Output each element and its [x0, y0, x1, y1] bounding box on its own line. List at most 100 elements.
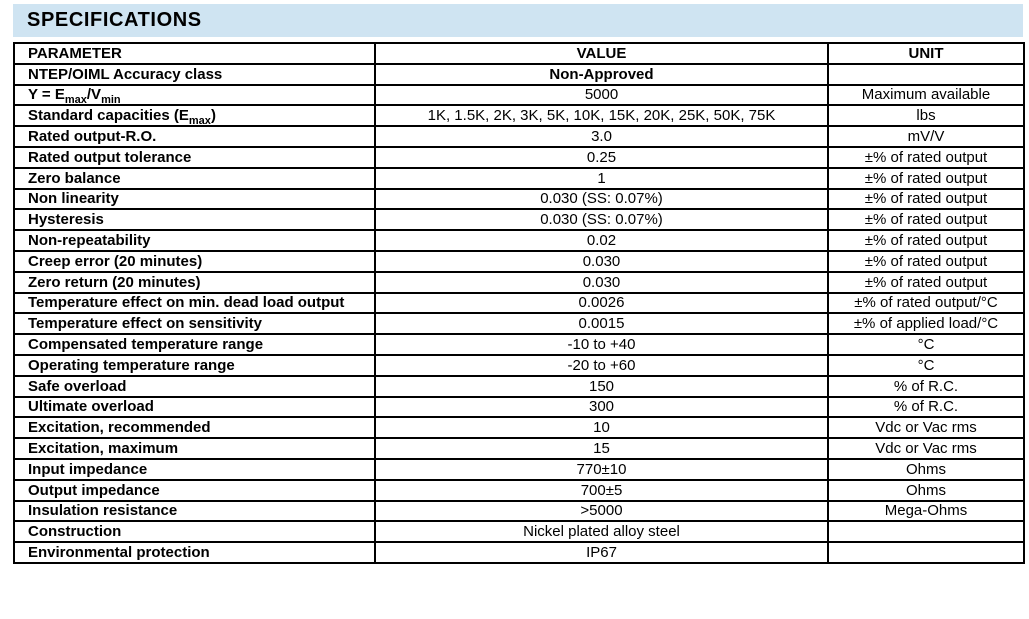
value-cell: 0.030 (SS: 0.07%) — [374, 187, 829, 211]
specifications-table: PARAMETER VALUE UNIT NTEP/OIML Accuracy … — [13, 42, 1025, 564]
parameter-cell: Insulation resistance — [13, 499, 376, 523]
value-cell: -10 to +40 — [374, 333, 829, 356]
unit-cell: °C — [827, 353, 1025, 377]
unit-cell: ±% of rated output — [827, 145, 1025, 169]
parameter-cell: Compensated temperature range — [13, 333, 376, 356]
parameter-cell: Operating temperature range — [13, 353, 376, 377]
parameter-cell: Creep error (20 minutes) — [13, 249, 376, 273]
table-row: NTEP/OIML Accuracy class Non-Approved — [13, 62, 1025, 86]
parameter-cell: Hysteresis — [13, 208, 376, 232]
value-cell: 3.0 — [374, 125, 829, 148]
table-row: Compensated temperature range -10 to +40 °… — [13, 333, 1025, 356]
table-row: Standard capacities (Emax) 1K, 1.5K, 2K, … — [13, 104, 1025, 128]
column-header-value: VALUE — [374, 42, 829, 65]
unit-cell: ±% of rated output — [827, 166, 1025, 190]
value-cell: 300 — [374, 395, 829, 419]
value-cell: Non-Approved — [374, 62, 829, 86]
table-row: Ultimate overload 300% of R.C. — [13, 395, 1025, 419]
value-cell: 0.030 (SS: 0.07%) — [374, 208, 829, 232]
parameter-cell: Input impedance — [13, 457, 376, 481]
unit-cell: lbs — [827, 104, 1025, 128]
table-row: Zero return (20 minutes) 0.030 ±% of rated… — [13, 270, 1025, 294]
table-row: Zero balance 1 ±% of rated output — [13, 166, 1025, 190]
value-cell: 10 — [374, 416, 829, 440]
unit-cell: ±% of rated output — [827, 270, 1025, 294]
parameter-cell: Safe overload — [13, 374, 376, 398]
parameter-cell: Temperature effect on min. dead load out… — [13, 291, 376, 315]
parameter-cell: Excitation, maximum — [13, 437, 376, 460]
value-cell: 700±5 — [374, 478, 829, 502]
unit-cell: ±% of rated output — [827, 187, 1025, 211]
unit-cell: % of R.C. — [827, 395, 1025, 419]
page-title: SPECIFICATIONS — [27, 9, 202, 31]
parameter-cell: Non-repeatability — [13, 229, 376, 252]
value-cell: 0.030 — [374, 249, 829, 273]
unit-cell: Ohms — [827, 478, 1025, 502]
unit-cell: ±% of rated output — [827, 249, 1025, 273]
unit-cell — [827, 62, 1025, 86]
value-cell: 0.02 — [374, 229, 829, 252]
unit-cell: mV/V — [827, 125, 1025, 148]
unit-cell: Mega-Ohms — [827, 499, 1025, 523]
value-cell: >5000 — [374, 499, 829, 523]
table-row: Environmental protection IP67 — [13, 541, 1025, 564]
value-cell: 5000 — [374, 83, 829, 107]
table-row: Temperature effect on sensitivity 0.0015 ±… — [13, 312, 1025, 336]
table-row: Y = Emax/Vmin 5000 Maximum available — [13, 83, 1025, 107]
parameter-cell: NTEP/OIML Accuracy class — [13, 62, 376, 86]
value-cell: IP67 — [374, 541, 829, 564]
parameter-cell: Y = Emax/Vmin — [13, 83, 376, 107]
parameter-cell: Rated output tolerance — [13, 145, 376, 169]
value-cell: 15 — [374, 437, 829, 460]
value-cell: 1 — [374, 166, 829, 190]
unit-cell: Maximum available — [827, 83, 1025, 107]
value-cell: 0.0026 — [374, 291, 829, 315]
title-bar: SPECIFICATIONS — [13, 4, 1023, 37]
unit-cell — [827, 541, 1025, 564]
unit-cell: ±% of rated output/°C — [827, 291, 1025, 315]
unit-cell: % of R.C. — [827, 374, 1025, 398]
table-row: Output impedance 700±5 Ohms — [13, 478, 1025, 502]
parameter-cell: Construction — [13, 520, 376, 544]
column-header-unit: UNIT — [827, 42, 1025, 65]
parameter-cell: Non linearity — [13, 187, 376, 211]
table-row: Excitation, recommended 10 Vdc or Vac rms — [13, 416, 1025, 440]
table-row: Non-repeatability 0.02 ±% of rated output — [13, 229, 1025, 252]
value-cell: 1K, 1.5K, 2K, 3K, 5K, 10K, 15K, 20K, 25K… — [374, 104, 829, 128]
parameter-cell: Excitation, recommended — [13, 416, 376, 440]
parameter-cell: Environmental protection — [13, 541, 376, 564]
table-row: Rated output tolerance 0.25 ±% of rated ou… — [13, 145, 1025, 169]
unit-cell — [827, 520, 1025, 544]
unit-cell: ±% of rated output — [827, 208, 1025, 232]
parameter-cell: Standard capacities (Emax) — [13, 104, 376, 128]
parameter-cell: Ultimate overload — [13, 395, 376, 419]
value-cell: Nickel plated alloy steel — [374, 520, 829, 544]
table-row: Rated output-R.O. 3.0 mV/V — [13, 125, 1025, 148]
table-header-row: PARAMETER VALUE UNIT — [13, 42, 1025, 65]
table-row: Input impedance 770±10 Ohms — [13, 457, 1025, 481]
table-body: NTEP/OIML Accuracy class Non-Approved Y = … — [13, 62, 1025, 564]
unit-cell: Ohms — [827, 457, 1025, 481]
table-row: Safe overload 150% of R.C. — [13, 374, 1025, 398]
parameter-cell: Temperature effect on sensitivity — [13, 312, 376, 336]
table-row: Construction Nickel plated alloy steel — [13, 520, 1025, 544]
parameter-cell: Output impedance — [13, 478, 376, 502]
value-cell: -20 to +60 — [374, 353, 829, 377]
parameter-cell: Zero balance — [13, 166, 376, 190]
column-header-parameter: PARAMETER — [13, 42, 376, 65]
table-row: Operating temperature range -20 to +60 °C — [13, 353, 1025, 377]
table-row: Non linearity 0.030 (SS: 0.07%) ±% of rate… — [13, 187, 1025, 211]
value-cell: 0.25 — [374, 145, 829, 169]
table-row: Excitation, maximum 15 Vdc or Vac rms — [13, 437, 1025, 460]
unit-cell: ±% of applied load/°C — [827, 312, 1025, 336]
value-cell: 150 — [374, 374, 829, 398]
parameter-cell: Zero return (20 minutes) — [13, 270, 376, 294]
parameter-cell: Rated output-R.O. — [13, 125, 376, 148]
value-cell: 0.030 — [374, 270, 829, 294]
value-cell: 0.0015 — [374, 312, 829, 336]
unit-cell: Vdc or Vac rms — [827, 437, 1025, 460]
table-row: Creep error (20 minutes) 0.030 ±% of rated… — [13, 249, 1025, 273]
value-cell: 770±10 — [374, 457, 829, 481]
unit-cell: °C — [827, 333, 1025, 356]
unit-cell: ±% of rated output — [827, 229, 1025, 252]
